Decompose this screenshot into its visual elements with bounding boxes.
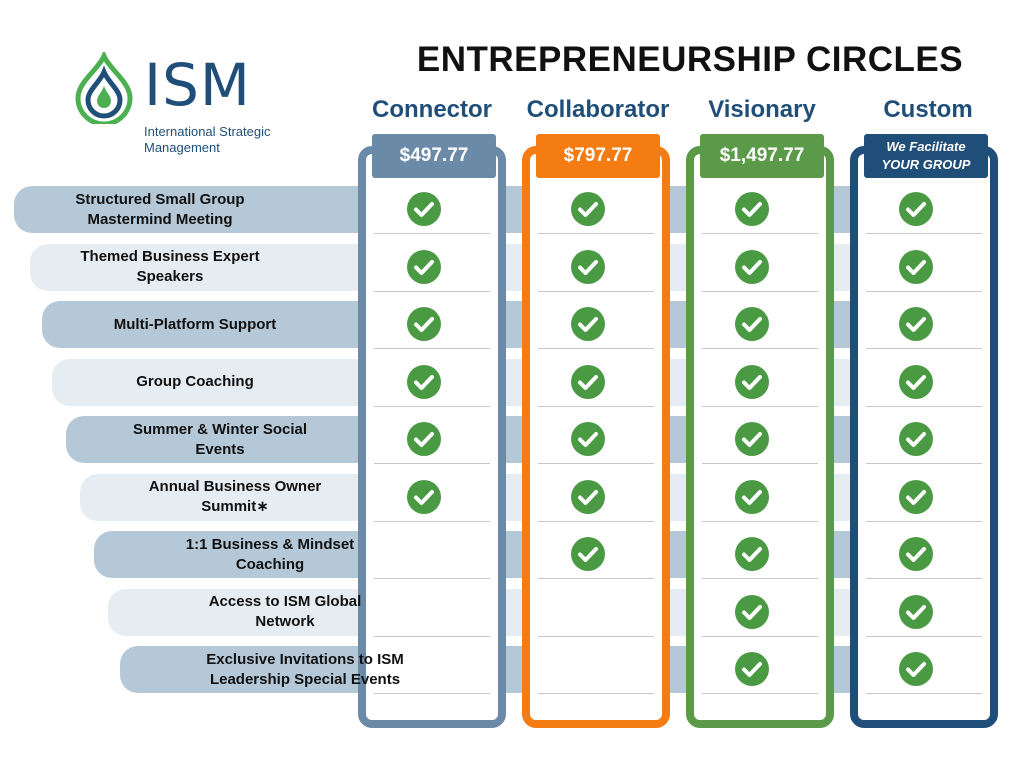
price-collaborator: $797.77 (536, 134, 660, 178)
row-divider (538, 233, 654, 234)
water-drop-ripple-icon (75, 52, 133, 124)
logo-tagline: International Strategic Management (144, 124, 314, 156)
checkmark-circle-icon (899, 307, 933, 341)
row-divider (866, 635, 982, 637)
price-custom-line2: YOUR GROUP (881, 157, 971, 172)
row-divider (538, 405, 654, 407)
feature-label: Group Coaching (136, 373, 254, 390)
plan-heading-custom: Custom (883, 96, 973, 123)
row-divider (866, 405, 982, 407)
row-divider (866, 520, 982, 522)
checkmark-circle-icon (899, 537, 933, 571)
checkmark-circle-icon (735, 364, 769, 399)
plan-column-collaborator (522, 146, 670, 728)
checkmark-circle-icon (407, 249, 441, 284)
row-divider (374, 290, 490, 292)
checkmark-circle-icon (899, 422, 933, 456)
checkmark-circle-icon (735, 307, 769, 341)
row-divider (374, 520, 490, 522)
row-divider (702, 635, 818, 637)
checkmark-circle-icon (899, 479, 933, 514)
row-divider (374, 635, 490, 637)
ism-logo: ISM International Strategic Management (68, 52, 308, 162)
row-divider (374, 463, 490, 464)
row-divider (538, 578, 654, 579)
row-divider (538, 348, 654, 349)
row-divider (702, 463, 818, 464)
row-divider (866, 348, 982, 349)
row-divider (374, 405, 490, 407)
plan-heading-connector: Connector (372, 96, 492, 123)
row-divider (538, 463, 654, 464)
checkmark-circle-icon (407, 192, 441, 226)
checkmark-circle-icon (735, 594, 769, 629)
row-divider (702, 290, 818, 292)
feature-label: 1:1 Business & Mindset Coaching (185, 535, 355, 573)
checkmark-circle-icon (899, 364, 933, 399)
feature-label: Themed Business Expert Speakers (80, 248, 260, 285)
checkmark-circle-icon (571, 479, 605, 514)
row-divider (374, 693, 490, 694)
plan-heading-visionary: Visionary (708, 96, 816, 123)
checkmark-circle-icon (571, 192, 605, 226)
row-divider (702, 348, 818, 349)
row-divider (538, 693, 654, 694)
row-divider (538, 635, 654, 637)
price-custom-line1: We Facilitate (886, 139, 966, 154)
row-divider (866, 233, 982, 234)
row-divider (702, 578, 818, 579)
checkmark-circle-icon (735, 249, 769, 284)
checkmark-circle-icon (735, 422, 769, 456)
logo-tagline-line1: International Strategic (144, 124, 271, 139)
row-divider (374, 348, 490, 349)
price-custom: We Facilitate YOUR GROUP (864, 134, 988, 178)
row-divider (866, 290, 982, 292)
feature-label: Structured Small Group Mastermind Meetin… (75, 190, 245, 228)
row-divider (374, 578, 490, 579)
price-visionary: $1,497.77 (700, 134, 824, 178)
checkmark-circle-icon (899, 594, 933, 629)
feature-label: Exclusive Invitations to ISM Leadership … (206, 650, 404, 688)
checkmark-circle-icon (735, 537, 769, 571)
checkmark-circle-icon (735, 479, 769, 514)
page-title: ENTREPRENEURSHIP CIRCLES (416, 40, 964, 79)
row-divider (866, 463, 982, 464)
feature-label: Multi-Platform Support (113, 315, 277, 333)
price-connector: $497.77 (372, 134, 496, 178)
row-divider (702, 405, 818, 407)
checkmark-circle-icon (571, 364, 605, 399)
checkmark-circle-icon (407, 307, 441, 341)
feature-label: Annual Business Owner Summit∗ (148, 478, 322, 515)
checkmark-circle-icon (407, 479, 441, 514)
feature-label: Summer & Winter Social Events (132, 420, 308, 458)
row-divider (702, 693, 818, 694)
checkmark-circle-icon (735, 192, 769, 226)
row-divider (538, 290, 654, 292)
checkmark-circle-icon (571, 537, 605, 571)
row-divider (374, 233, 490, 234)
feature-label: Access to ISM Global Network (208, 593, 362, 630)
checkmark-circle-icon (899, 652, 933, 686)
row-divider (702, 520, 818, 522)
row-divider (866, 578, 982, 579)
checkmark-circle-icon (571, 307, 605, 341)
row-divider (702, 233, 818, 234)
checkmark-circle-icon (571, 422, 605, 456)
checkmark-circle-icon (407, 364, 441, 399)
checkmark-circle-icon (899, 192, 933, 226)
logo-tagline-line2: Management (144, 140, 220, 155)
row-divider (538, 520, 654, 522)
checkmark-circle-icon (899, 249, 933, 284)
checkmark-circle-icon (735, 652, 769, 686)
plan-heading-collaborator: Collaborator (526, 96, 670, 123)
logo-wordmark: ISM (144, 51, 251, 119)
row-divider (866, 693, 982, 694)
checkmark-circle-icon (407, 422, 441, 456)
checkmark-circle-icon (571, 249, 605, 284)
